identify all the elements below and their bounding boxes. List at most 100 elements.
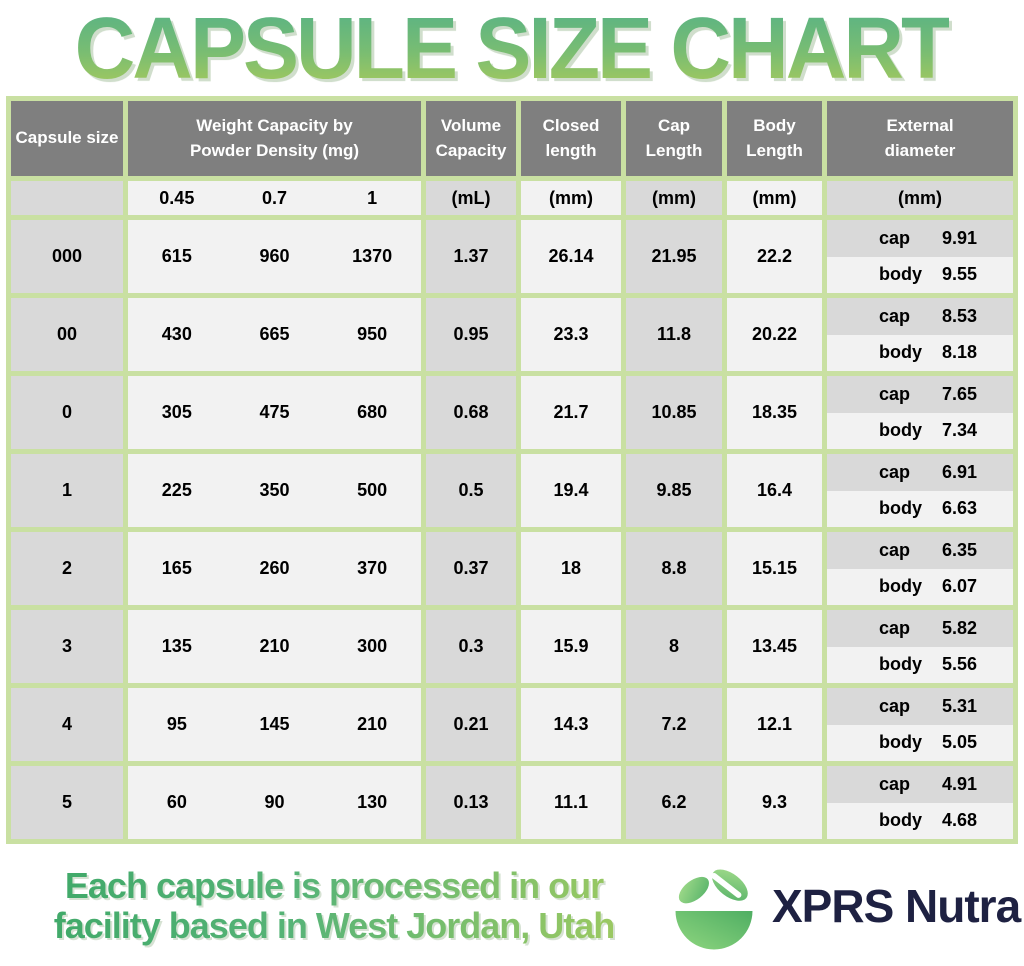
capsule-size-cell: 3 <box>11 610 123 683</box>
cell-value: 210 <box>357 714 388 734</box>
cell-value: 60 <box>166 792 187 812</box>
cell-value: 22.2 <box>756 246 793 266</box>
capsule-size-cell: 2 <box>11 532 123 605</box>
cell-value: 15.15 <box>751 558 798 578</box>
header-label: Capsule size <box>15 128 119 148</box>
brand-logo: XPRS Nutra <box>668 861 1021 951</box>
weight-capacity-cell: 615 960 1370 <box>128 220 421 293</box>
cell-value: 1370 <box>352 246 393 266</box>
external-diameter-cell: cap 7.65 body 7.34 <box>827 376 1013 449</box>
header-label: Body <box>753 115 796 135</box>
cell-value: 15.9 <box>553 636 589 656</box>
cell-value: 1.37 <box>453 246 489 266</box>
external-diameter-cell: cap 4.91 body 4.68 <box>827 766 1013 839</box>
cell-value: 0 <box>61 402 72 422</box>
weight-capacity-cell: 225 350 500 <box>128 454 421 527</box>
table-row: 3 135 210 300 0.3 15.9 8 13.45 <box>11 610 1013 683</box>
header-label: Volume <box>440 115 502 135</box>
cell-value: 0.95 <box>453 324 489 344</box>
ext-cap-label: cap <box>879 695 911 716</box>
cell-value: 21.95 <box>651 246 697 266</box>
external-cap-subrow: cap 5.82 <box>827 610 1013 647</box>
cell-value: 6.63 <box>941 498 977 519</box>
volume-capacity-cell: 0.21 <box>426 688 516 761</box>
cell-value: 23.3 <box>553 324 589 344</box>
volume-capacity-cell: 0.37 <box>426 532 516 605</box>
ext-cap-label: cap <box>879 617 911 638</box>
cap-length-cell: 7.2 <box>626 688 722 761</box>
table-row: 4 95 145 210 0.21 14.3 7.2 12.1 <box>11 688 1013 761</box>
volume-capacity-cell: 0.3 <box>426 610 516 683</box>
cell-value: 4 <box>61 714 72 734</box>
cell-value: 14.3 <box>553 714 589 734</box>
table-row: 2 165 260 370 0.37 18 8.8 15.15 <box>11 532 1013 605</box>
tagline-line2: facility based in West Jordan, Utah <box>53 905 615 946</box>
table-row: 1 225 350 500 0.5 19.4 9.85 16.4 <box>11 454 1013 527</box>
cell-value: 18.35 <box>751 402 798 422</box>
cell-value: 210 <box>259 636 290 656</box>
ext-body-label: body <box>879 498 922 519</box>
header-label: Length <box>746 140 803 160</box>
header-closed-length: Closed length <box>521 101 621 176</box>
closed-length-cell: 26.14 <box>521 220 621 293</box>
weight-capacity-cell: 305 475 680 <box>128 376 421 449</box>
cell-value: 6.35 <box>941 539 977 560</box>
cell-value: 260 <box>259 558 290 578</box>
ext-cap-label: cap <box>879 383 911 404</box>
cell-value: 21.7 <box>553 402 589 422</box>
cell-value: 665 <box>259 324 290 344</box>
cell-value: 350 <box>259 480 290 500</box>
closed-length-cell: 21.7 <box>521 376 621 449</box>
ext-cap-label: cap <box>879 539 911 560</box>
header-label: Closed <box>542 115 600 135</box>
cap-length-cell: 8.8 <box>626 532 722 605</box>
cell-value: 475 <box>259 402 290 422</box>
cell-value: 370 <box>357 558 388 578</box>
body-length-cell: 20.22 <box>727 298 822 371</box>
density-value: 0.45 <box>159 187 195 208</box>
cell-value: 300 <box>357 636 388 656</box>
ext-body-label: body <box>879 732 922 753</box>
cap-length-cell: 21.95 <box>626 220 722 293</box>
external-body-subrow: body 8.18 <box>827 334 1013 371</box>
cell-value: 2 <box>61 558 72 578</box>
closed-length-cell: 23.3 <box>521 298 621 371</box>
cap-length-cell: 10.85 <box>626 376 722 449</box>
cell-value: 8.53 <box>941 305 977 326</box>
cell-value: 7.2 <box>661 714 687 734</box>
cell-value: 9.85 <box>656 480 692 500</box>
cell-value: 7.34 <box>941 420 977 441</box>
mortar-leaf-icon <box>675 869 753 950</box>
cell-value: 000 <box>51 246 83 266</box>
cell-value: 9.55 <box>941 264 977 285</box>
units-closed: (mm) <box>521 181 621 215</box>
header-capsule-size: Capsule size <box>11 101 123 176</box>
ext-body-label: body <box>879 342 922 363</box>
ext-cap-label: cap <box>879 773 911 794</box>
closed-length-cell: 11.1 <box>521 766 621 839</box>
external-diameter-cell: cap 6.35 body 6.07 <box>827 532 1013 605</box>
header-label: Weight Capacity by <box>196 115 353 135</box>
header-label: length <box>545 140 597 160</box>
capsule-size-cell: 1 <box>11 454 123 527</box>
body-length-cell: 9.3 <box>727 766 822 839</box>
volume-capacity-cell: 1.37 <box>426 220 516 293</box>
external-diameter-cell: cap 5.82 body 5.56 <box>827 610 1013 683</box>
cell-value: 1 <box>61 480 72 500</box>
header-label: External <box>886 115 954 135</box>
volume-capacity-cell: 0.5 <box>426 454 516 527</box>
body-length-cell: 16.4 <box>727 454 822 527</box>
external-diameter-cell: cap 9.91 body 9.55 <box>827 220 1013 293</box>
external-cap-subrow: cap 9.91 <box>827 220 1013 257</box>
cell-value: 0.68 <box>453 402 489 422</box>
volume-capacity-cell: 0.95 <box>426 298 516 371</box>
closed-length-cell: 15.9 <box>521 610 621 683</box>
table-units-row: 0.45 0.7 1 (mL) (mm) (mm) (mm) (mm) <box>11 181 1013 215</box>
body-length-cell: 18.35 <box>727 376 822 449</box>
cell-value: 0.13 <box>453 792 489 812</box>
footer-tagline: Each capsule is processed in our facilit… <box>0 866 668 945</box>
cell-value: 165 <box>161 558 192 578</box>
cell-value: 19.4 <box>553 480 589 500</box>
body-length-cell: 22.2 <box>727 220 822 293</box>
brand-name: XPRS Nutra <box>772 880 1021 932</box>
